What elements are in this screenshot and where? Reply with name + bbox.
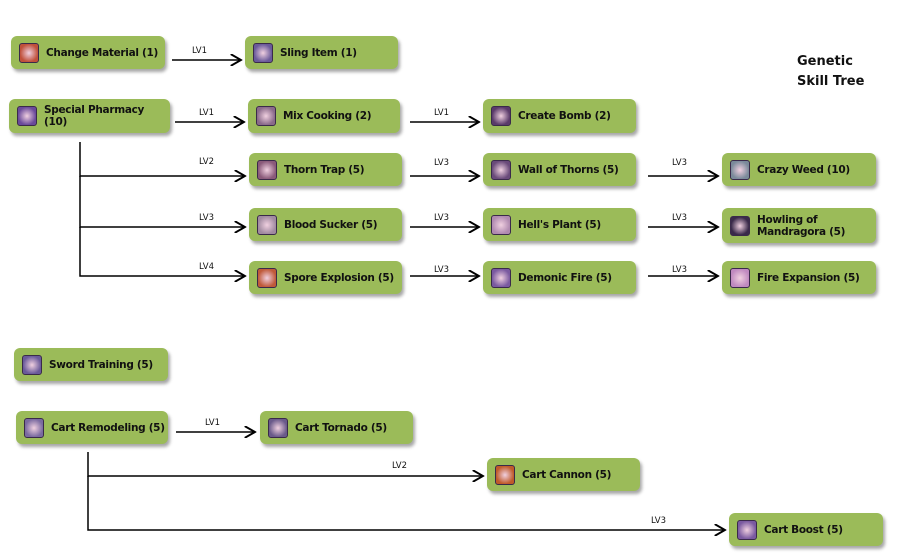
skill-node-hell-s-plant-5[interactable]: Hell's Plant (5) — [483, 208, 636, 241]
skill-label: Create Bomb (2) — [518, 110, 611, 122]
level-requirement-label: LV3 — [434, 213, 450, 223]
sling-item-icon — [253, 42, 273, 63]
skill-label: Demonic Fire (5) — [518, 271, 612, 284]
skill-node-cart-tornado-5[interactable]: Cart Tornado (5) — [260, 411, 413, 444]
skill-node-thorn-trap-5[interactable]: Thorn Trap (5) — [249, 153, 402, 186]
skill-node-sword-training-5[interactable]: Sword Training (5) — [14, 348, 168, 381]
level-requirement-label: LV3 — [434, 158, 450, 168]
skill-label: Cart Cannon (5) — [522, 468, 612, 481]
sword-training-icon — [22, 354, 42, 375]
level-requirement-label: LV1 — [205, 418, 221, 428]
arrow-connector — [87, 452, 483, 476]
title-line-2: Skill Tree — [797, 74, 865, 89]
skill-label: Hell's Plant (5) — [518, 218, 601, 231]
level-requirement-label: LV3 — [672, 265, 688, 275]
skill-node-mix-cooking-2[interactable]: Mix Cooking (2) — [248, 99, 400, 133]
skill-label: Crazy Weed (10) — [757, 163, 850, 176]
skill-node-cart-remodeling-5[interactable]: Cart Remodeling (5) — [16, 411, 168, 444]
level-requirement-label: LV3 — [434, 265, 450, 275]
title-line-1: Genetic — [797, 54, 853, 69]
skill-label: Cart Tornado (5) — [295, 421, 387, 434]
howling-of-mandragora-icon — [730, 215, 750, 236]
skill-node-howling-of-mandragora-5[interactable]: Howling of Mandragora (5) — [722, 208, 876, 243]
skill-label: Fire Expansion (5) — [757, 271, 860, 284]
arrow-connector — [79, 142, 245, 176]
cart-boost-icon — [737, 519, 757, 540]
skill-node-crazy-weed-10[interactable]: Crazy Weed (10) — [722, 153, 876, 186]
skill-node-special-pharmacy-10[interactable]: Special Pharmacy (10) — [9, 99, 170, 133]
skill-node-cart-boost-5[interactable]: Cart Boost (5) — [729, 513, 883, 546]
cart-tornado-icon — [268, 417, 288, 438]
skill-label: Mix Cooking (2) — [283, 110, 372, 122]
level-requirement-label: LV3 — [672, 158, 688, 168]
cart-cannon-icon — [495, 464, 515, 485]
skill-node-fire-expansion-5[interactable]: Fire Expansion (5) — [722, 261, 876, 294]
level-requirement-label: LV1 — [434, 108, 450, 118]
wall-of-thorns-icon — [491, 159, 511, 180]
crazy-weed-icon — [730, 159, 750, 180]
skill-label: Sling Item (1) — [280, 46, 357, 59]
skill-label: Spore Explosion (5) — [284, 271, 394, 284]
level-requirement-label: LV3 — [651, 516, 667, 526]
skill-label: Change Material (1) — [46, 46, 159, 59]
level-requirement-label: LV1 — [192, 46, 208, 56]
arrow-connector — [79, 227, 245, 276]
skill-node-sling-item-1[interactable]: Sling Item (1) — [245, 36, 398, 69]
skill-node-create-bomb-2[interactable]: Create Bomb (2) — [483, 99, 636, 133]
skill-label: Cart Boost (5) — [764, 523, 843, 536]
level-requirement-label: LV4 — [199, 262, 215, 272]
skill-node-wall-of-thorns-5[interactable]: Wall of Thorns (5) — [483, 153, 636, 186]
skill-node-change-material-1[interactable]: Change Material (1) — [11, 36, 165, 69]
level-requirement-label: LV1 — [199, 108, 215, 118]
level-requirement-label: LV2 — [392, 461, 408, 471]
hells-plant-icon — [491, 214, 511, 235]
skill-label: Howling of Mandragora (5) — [757, 213, 846, 238]
skill-label: Special Pharmacy (10) — [44, 104, 145, 128]
arrow-connector — [87, 476, 725, 530]
demonic-fire-icon — [491, 267, 511, 288]
level-requirement-label: LV3 — [672, 213, 688, 223]
change-material-icon — [19, 42, 39, 63]
skill-node-demonic-fire-5[interactable]: Demonic Fire (5) — [483, 261, 636, 294]
mix-cooking-icon — [256, 106, 276, 126]
thorn-trap-icon — [257, 159, 277, 180]
skill-label: Sword Training (5) — [49, 358, 153, 371]
special-pharmacy-icon — [17, 106, 37, 126]
skill-label: Thorn Trap (5) — [284, 163, 365, 176]
level-requirement-label: LV2 — [199, 157, 215, 167]
skill-label: Wall of Thorns (5) — [518, 163, 619, 176]
diagram-title: Genetic Skill Tree — [797, 52, 864, 92]
skill-label: Blood Sucker (5) — [284, 218, 378, 231]
skill-node-spore-explosion-5[interactable]: Spore Explosion (5) — [249, 261, 402, 294]
skill-node-blood-sucker-5[interactable]: Blood Sucker (5) — [249, 208, 402, 241]
spore-explosion-icon — [257, 267, 277, 288]
skill-label: Cart Remodeling (5) — [51, 421, 165, 434]
arrow-connector — [79, 176, 245, 227]
create-bomb-icon — [491, 106, 511, 126]
level-requirement-label: LV3 — [199, 213, 215, 223]
fire-expansion-icon — [730, 267, 750, 288]
skill-node-cart-cannon-5[interactable]: Cart Cannon (5) — [487, 458, 640, 491]
blood-sucker-icon — [257, 214, 277, 235]
cart-remodeling-icon — [24, 417, 44, 438]
